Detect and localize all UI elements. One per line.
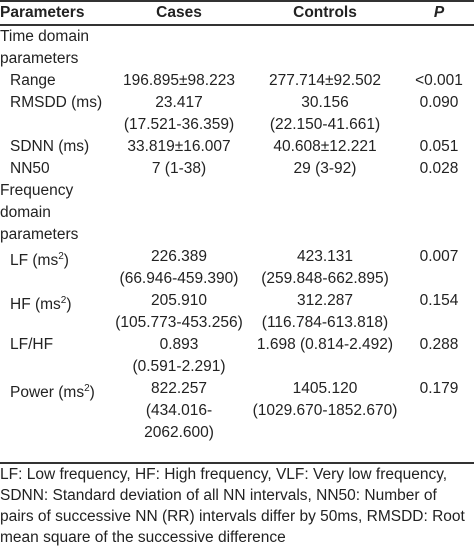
footnote-line: LF: Low frequency, HF: High frequency, V… <box>0 466 448 483</box>
row-label: Power (ms2) <box>10 383 95 402</box>
row-label: LF/HF <box>10 336 54 353</box>
footnote-line: pairs of successive NN (RR) intervals di… <box>0 508 465 525</box>
section-row: Frequency domain parameters <box>0 180 474 246</box>
controls-value: 277.714±92.502 <box>269 72 381 89</box>
controls-value: 30.156 (22.150-41.661) <box>269 94 381 133</box>
p-value: 0.090 <box>419 94 459 111</box>
table-row: LF (ms2) 226.389 (66.946-459.390) 423.13… <box>0 246 474 290</box>
table-row: LF/HF 0.893 (0.591-2.291) 1.698 (0.814-2… <box>0 334 474 378</box>
controls-value: 1405.120 (1029.670-1852.670) <box>252 380 398 419</box>
cases-value: 196.895±98.223 <box>123 72 235 89</box>
footnote-line: SDNN: Standard deviation of all NN inter… <box>0 487 437 504</box>
hrv-table: Parameters Cases Controls P Time domain … <box>0 0 474 448</box>
section-frequency-domain: Frequency domain parameters <box>0 182 79 243</box>
cases-value: 226.389 (66.946-459.390) <box>119 248 239 287</box>
p-value: 0.288 <box>419 336 459 353</box>
footnote-line: mean square of the successive difference <box>0 529 286 546</box>
table-row: NN50 7 (1-38) 29 (3-92) 0.028 <box>0 158 474 180</box>
table-row: HF (ms2) 205.910 (105.773-453.256) 312.2… <box>0 290 474 334</box>
row-label: Range <box>10 72 56 89</box>
row-label: HF (ms2) <box>10 295 72 314</box>
cases-value: 33.819±16.007 <box>127 138 231 155</box>
table-row: Range 196.895±98.223 277.714±92.502 <0.0… <box>0 70 474 92</box>
controls-value: 312.287 (116.784-613.818) <box>261 292 389 331</box>
header-p: P <box>404 0 474 26</box>
header-controls: Controls <box>246 0 404 26</box>
cases-value: 205.910 (105.773-453.256) <box>115 292 243 331</box>
table-row: SDNN (ms) 33.819±16.007 40.608±12.221 0.… <box>0 136 474 158</box>
controls-value: 1.698 (0.814-2.492) <box>256 336 394 353</box>
cases-value: 23.417 (17.521-36.359) <box>123 94 235 133</box>
p-value: <0.001 <box>415 72 463 89</box>
controls-value: 40.608±12.221 <box>273 138 377 155</box>
cases-value: 7 (1-38) <box>151 160 207 177</box>
table-row: Power (ms2) 822.257 (434.016-2062.600) 1… <box>0 378 474 448</box>
header-row: Parameters Cases Controls P <box>0 0 474 26</box>
p-value: 0.154 <box>419 292 459 309</box>
row-label: RMSDD (ms) <box>10 94 103 111</box>
table-row: RMSDD (ms) 23.417 (17.521-36.359) 30.156… <box>0 92 474 136</box>
row-label: SDNN (ms) <box>10 138 90 155</box>
controls-value: 423.131 (259.848-662.895) <box>261 248 389 287</box>
p-value: 0.028 <box>419 160 459 177</box>
header-cases: Cases <box>112 0 246 26</box>
p-value: 0.179 <box>419 380 459 397</box>
row-label: LF (ms2) <box>10 251 69 270</box>
header-parameters: Parameters <box>0 0 112 26</box>
cases-value: 0.893 (0.591-2.291) <box>132 336 226 375</box>
cases-value: 822.257 (434.016-2062.600) <box>144 380 214 441</box>
row-label: NN50 <box>10 160 50 177</box>
section-time-domain: Time domain parameters <box>0 28 90 67</box>
section-row: Time domain parameters <box>0 25 474 70</box>
table-footnote: LF: Low frequency, HF: High frequency, V… <box>0 462 474 548</box>
p-value: 0.051 <box>419 138 459 155</box>
p-value: 0.007 <box>419 248 459 265</box>
controls-value: 29 (3-92) <box>293 160 357 177</box>
